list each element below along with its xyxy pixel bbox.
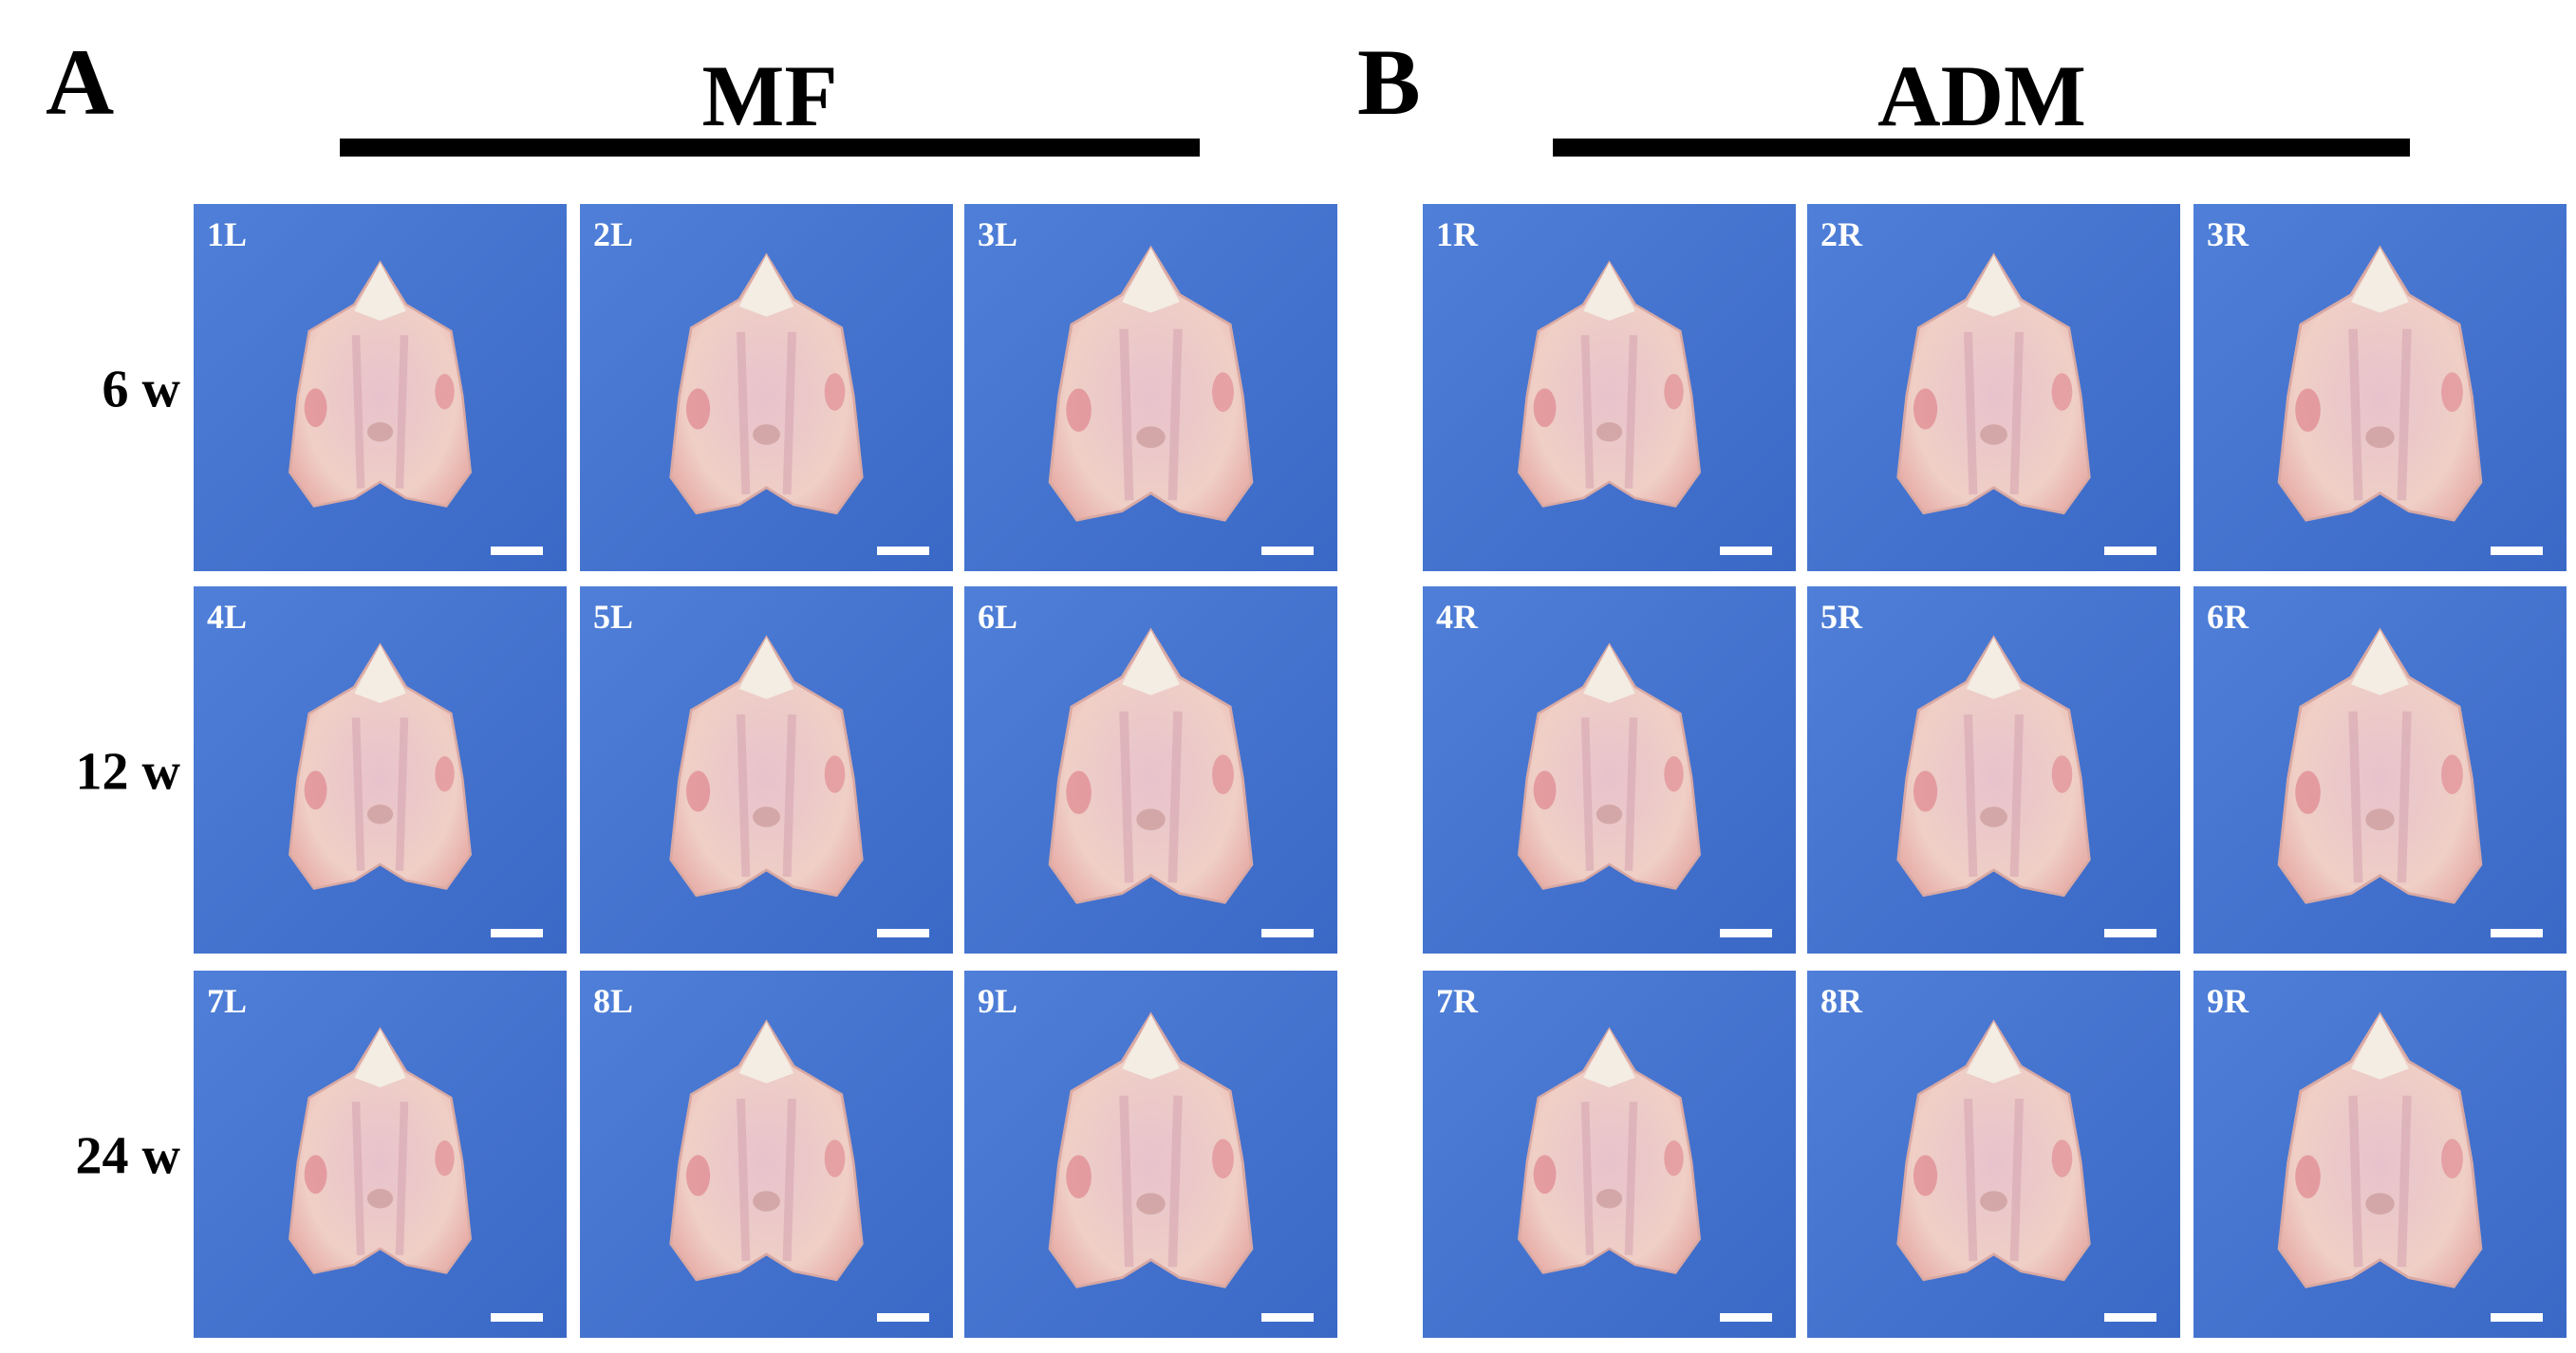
tile-label: 1R [1436, 215, 1479, 253]
photo-tile: 6R [2193, 586, 2567, 954]
tile-label: 9L [978, 982, 1017, 1020]
scale-bar [877, 929, 929, 937]
scale-bar [2104, 929, 2156, 937]
tile-label: 7L [207, 982, 247, 1020]
tile-label: 9R [2207, 982, 2249, 1020]
panel-title: MF [701, 47, 837, 144]
photo-tile: 6L [964, 586, 1337, 954]
scale-bar [1720, 929, 1772, 937]
scale-bar [2491, 547, 2543, 555]
tile-label: 5L [593, 598, 633, 636]
scale-bar [491, 547, 543, 555]
photo-tile: 7R [1423, 971, 1796, 1338]
tile-label: 3R [2207, 215, 2249, 253]
tile-label: 3L [978, 215, 1017, 253]
row-label: 24 w [76, 1127, 181, 1186]
tile-label: 1L [207, 215, 247, 253]
title-bar [340, 139, 1200, 157]
scale-bar [491, 929, 543, 937]
photo-tile: 1R [1423, 204, 1796, 571]
tile-label: 8R [1820, 982, 1863, 1020]
tile-label: 4R [1436, 598, 1479, 636]
photo-tile: 4L [194, 586, 567, 954]
photo-tile: 3L [964, 204, 1337, 571]
photo-tile: 9L [964, 971, 1337, 1338]
tile-label: 4L [207, 598, 247, 636]
photo-tile: 3R [2193, 204, 2567, 571]
photo-tile: 2R [1807, 204, 2180, 571]
photo-tile: 9R [2193, 971, 2567, 1338]
scale-bar [2491, 1313, 2543, 1322]
photo-tile: 1L [194, 204, 567, 571]
tile-label: 5R [1820, 598, 1863, 636]
photo-tile: 2L [580, 204, 953, 571]
scale-bar [1720, 1313, 1772, 1322]
scale-bar [1261, 929, 1314, 937]
title-bar [1553, 139, 2410, 157]
scale-bar [877, 547, 929, 555]
photo-tile: 8L [580, 971, 953, 1338]
tile-label: 8L [593, 982, 633, 1020]
panel-letter: A [46, 29, 114, 135]
photo-tile: 5L [580, 586, 953, 954]
photo-tile: 7L [194, 971, 567, 1338]
photo-tile: 8R [1807, 971, 2180, 1338]
tile-label: 7R [1436, 982, 1479, 1020]
row-label: 6 w [103, 361, 181, 419]
tile-label: 2L [593, 215, 633, 253]
row-label: 12 w [76, 743, 181, 802]
scale-bar [2491, 929, 2543, 937]
scale-bar [1720, 547, 1772, 555]
panel-title: ADM [1877, 47, 2086, 144]
tile-label: 6R [2207, 598, 2249, 636]
scale-bar [491, 1313, 543, 1322]
tile-label: 6L [978, 598, 1017, 636]
scale-bar [1261, 547, 1314, 555]
tile-label: 2R [1820, 215, 1863, 253]
scale-bar [1261, 1313, 1314, 1322]
scale-bar [2104, 1313, 2156, 1322]
scale-bar [2104, 547, 2156, 555]
panel-letter: B [1357, 29, 1421, 135]
photo-tile: 4R [1423, 586, 1796, 954]
photo-tile: 5R [1807, 586, 2180, 954]
scale-bar [877, 1313, 929, 1322]
